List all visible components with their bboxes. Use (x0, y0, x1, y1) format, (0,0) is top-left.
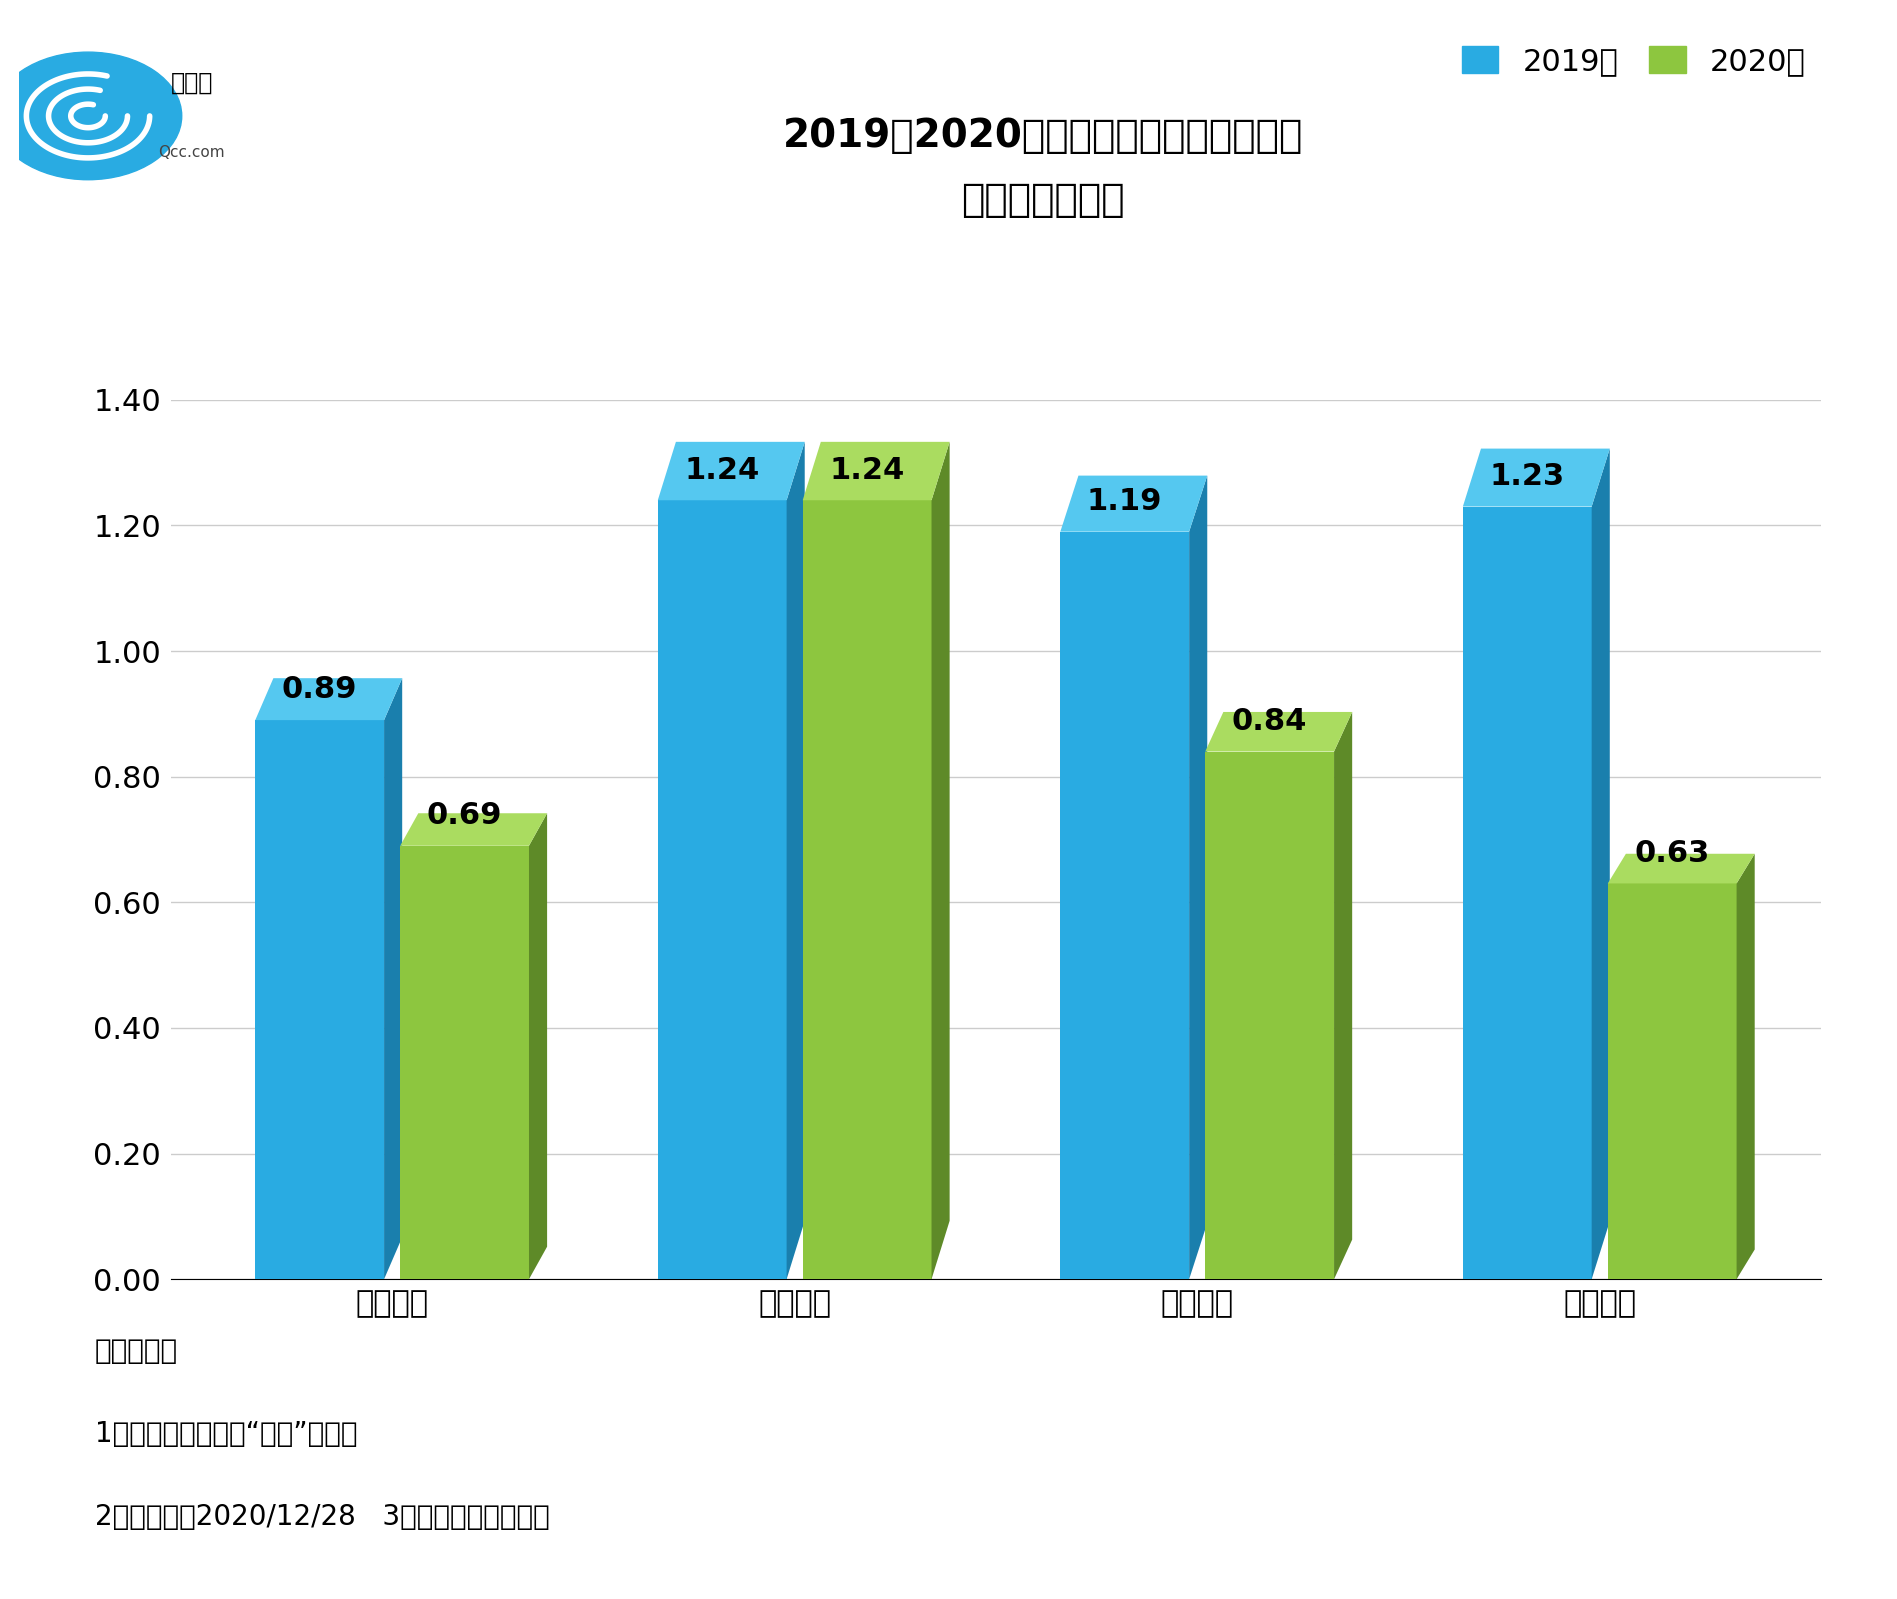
Polygon shape (1609, 854, 1755, 883)
Text: 1.23: 1.23 (1489, 462, 1565, 491)
Legend: 2019年, 2020年: 2019年, 2020年 (1461, 46, 1806, 75)
Text: 0.63: 0.63 (1635, 839, 1709, 868)
Text: 1.24: 1.24 (685, 456, 761, 484)
Text: （单位：万家）: （单位：万家） (962, 181, 1125, 219)
Polygon shape (1189, 475, 1206, 1279)
Polygon shape (787, 441, 804, 1279)
Polygon shape (1592, 449, 1611, 1279)
Polygon shape (256, 720, 383, 1279)
Text: 2019、2020年瓷砖相关企业注册量变化: 2019、2020年瓷砖相关企业注册量变化 (783, 117, 1303, 155)
Polygon shape (256, 678, 402, 720)
Polygon shape (1463, 449, 1611, 507)
Polygon shape (1060, 531, 1189, 1279)
Text: 0.69: 0.69 (427, 801, 503, 830)
Text: 数据说明：: 数据说明： (95, 1337, 178, 1366)
Polygon shape (1736, 854, 1755, 1279)
Text: 1、仅统计关键词为“瓷砖”的企业: 1、仅统计关键词为“瓷砖”的企业 (95, 1420, 357, 1449)
Polygon shape (658, 441, 804, 500)
Polygon shape (400, 846, 529, 1279)
Text: Qcc.com: Qcc.com (157, 146, 226, 160)
Polygon shape (383, 678, 402, 1279)
Polygon shape (1205, 752, 1334, 1279)
Polygon shape (1060, 475, 1206, 531)
Text: 0.89: 0.89 (283, 675, 357, 705)
Polygon shape (1205, 712, 1353, 752)
Text: 1.19: 1.19 (1087, 488, 1163, 516)
Text: 企查查: 企查查 (171, 70, 212, 94)
Text: 2、统计时间2020/12/28   3、数据来源：企查查: 2、统计时间2020/12/28 3、数据来源：企查查 (95, 1503, 550, 1532)
Polygon shape (1463, 507, 1592, 1279)
Polygon shape (802, 441, 950, 500)
Circle shape (0, 53, 182, 179)
Polygon shape (529, 814, 546, 1279)
Text: 0.84: 0.84 (1231, 707, 1307, 736)
Polygon shape (400, 814, 546, 846)
Polygon shape (1334, 712, 1353, 1279)
Text: 1.24: 1.24 (829, 456, 905, 484)
Polygon shape (931, 441, 950, 1279)
Polygon shape (1609, 883, 1736, 1279)
Polygon shape (802, 500, 931, 1279)
Polygon shape (658, 500, 787, 1279)
